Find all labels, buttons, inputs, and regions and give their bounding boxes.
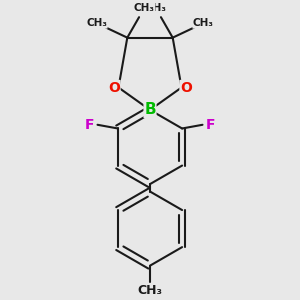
Text: F: F xyxy=(206,118,215,132)
Text: CH₃: CH₃ xyxy=(86,18,107,28)
Text: B: B xyxy=(144,102,156,117)
Text: O: O xyxy=(180,80,192,94)
Text: CH₃: CH₃ xyxy=(134,3,155,13)
Text: CH₃: CH₃ xyxy=(193,18,214,28)
Text: F: F xyxy=(85,118,94,132)
Text: CH₃: CH₃ xyxy=(145,3,166,13)
Text: CH₃: CH₃ xyxy=(137,284,163,297)
Text: O: O xyxy=(108,80,120,94)
